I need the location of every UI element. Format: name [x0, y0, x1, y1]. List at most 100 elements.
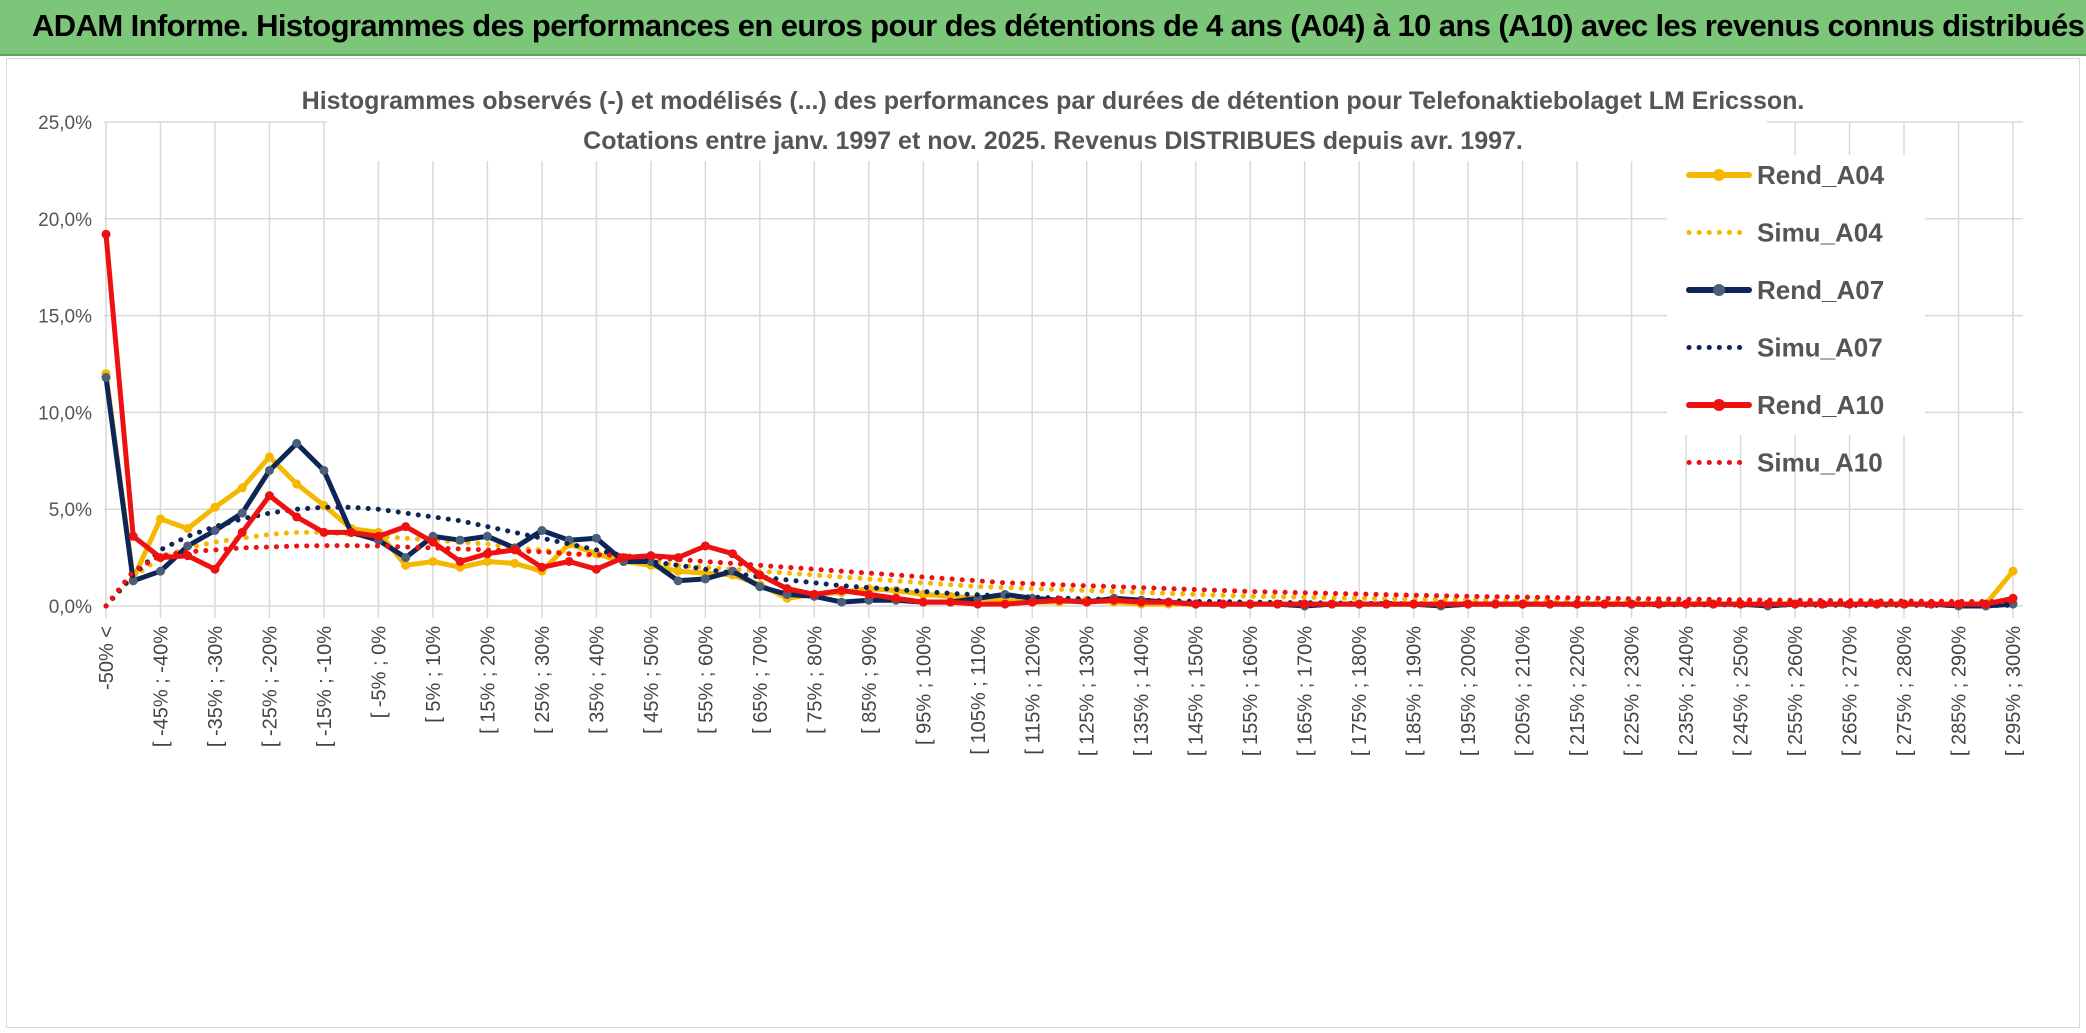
x-tick-label: [ 25% ; 30%: [532, 626, 554, 734]
x-tick-label: [ 95% ; 100%: [913, 626, 935, 745]
point-rend_a10: [210, 564, 220, 574]
y-axis-ticks: 0,0% 5,0% 10,0% 15,0% 20,0% 25,0%: [38, 113, 92, 618]
page-title: ADAM Informe. Histogrammes des performan…: [32, 8, 2085, 43]
x-tick-label: [ -45% ; -40%: [150, 626, 172, 747]
point-rend_a10: [1327, 599, 1337, 609]
x-tick-label: -50% <: [96, 626, 118, 690]
series-lines: [101, 229, 2018, 611]
point-rend_a10: [455, 556, 465, 566]
x-tick-label: [ 215% ; 220%: [1567, 626, 1589, 756]
legend-label: Rend_A10: [1757, 390, 1884, 420]
title-background: [327, 81, 1767, 161]
point-rend_a07: [155, 566, 165, 576]
point-rend_a10: [1545, 599, 1555, 609]
point-rend_a04: [155, 514, 165, 524]
point-rend_a10: [973, 599, 983, 609]
point-rend_a10: [264, 491, 274, 501]
x-tick-label: [ 55% ; 60%: [695, 626, 717, 734]
point-rend_a07: [101, 373, 111, 383]
point-rend_a10: [1109, 595, 1119, 605]
point-rend_a07: [455, 535, 465, 545]
x-tick-label: [ 105% ; 110%: [968, 626, 990, 755]
point-rend_a10: [237, 527, 247, 537]
y-tick-label: 0,0%: [49, 597, 92, 618]
point-rend_a10: [101, 229, 111, 239]
legend-label: Simu_A04: [1757, 218, 1883, 248]
x-tick-label: [ 85% ; 90%: [859, 626, 881, 734]
x-tick-label: [ 65% ; 70%: [750, 626, 772, 734]
point-rend_a10: [864, 589, 874, 599]
point-rend_a10: [1245, 599, 1255, 609]
chart-frame: 0,0% 5,0% 10,0% 15,0% 20,0% 25,0% -50% < [ -45…: [6, 58, 2080, 1028]
point-rend_a10: [946, 597, 956, 607]
point-rend_a10: [1163, 597, 1173, 607]
point-rend_a10: [1272, 599, 1282, 609]
legend-label: Simu_A10: [1757, 448, 1883, 478]
x-tick-label: [ 275% ; 280%: [1894, 626, 1916, 756]
x-tick-label: [ 75% ; 80%: [804, 626, 826, 734]
chart-subtitle: Cotations entre janv. 1997 et nov. 2025.…: [583, 127, 1523, 155]
point-rend_a07: [183, 541, 193, 551]
point-rend_a04: [292, 479, 302, 489]
x-tick-label: [ 45% ; 50%: [641, 626, 663, 734]
point-rend_a10: [1381, 599, 1391, 609]
x-tick-label: [ 155% ; 160%: [1240, 626, 1262, 756]
legend-label: Simu_A07: [1757, 333, 1883, 363]
x-tick-label: [ -5% ; 0%: [368, 626, 390, 718]
point-rend_a07: [319, 465, 329, 475]
point-rend_a07: [673, 576, 683, 586]
point-rend_a10: [128, 531, 138, 541]
point-rend_a04: [510, 558, 520, 568]
point-rend_a04: [673, 566, 683, 576]
point-rend_a07: [700, 574, 710, 584]
legend-marker: [1713, 399, 1725, 411]
x-tick-label: [ 195% ; 200%: [1458, 626, 1480, 756]
point-rend_a10: [891, 593, 901, 603]
x-tick-label: [ -35% ; -30%: [205, 626, 227, 747]
point-rend_a04: [401, 560, 411, 570]
point-rend_a04: [428, 556, 438, 566]
point-rend_a04: [210, 502, 220, 512]
point-rend_a10: [319, 527, 329, 537]
point-rend_a10: [1490, 599, 1500, 609]
point-rend_a10: [1518, 599, 1528, 609]
legend-label: Rend_A04: [1757, 160, 1885, 190]
x-tick-label: [ 285% ; 290%: [1949, 626, 1971, 756]
point-rend_a07: [537, 525, 547, 535]
series-line-simu_a04: [103, 529, 2016, 609]
point-rend_a07: [401, 553, 411, 563]
legend-marker: [1713, 169, 1725, 181]
point-rend_a07: [292, 438, 302, 448]
x-tick-label: [ 115% ; 120%: [1022, 626, 1044, 755]
line-chart: 0,0% 5,0% 10,0% 15,0% 20,0% 25,0% -50% < [ -45…: [38, 81, 2025, 756]
header-bar: ADAM Informe. Histogrammes des performan…: [0, 0, 2086, 56]
point-rend_a10: [564, 556, 574, 566]
x-tick-label: [ 225% ; 230%: [1622, 626, 1644, 756]
point-rend_a07: [755, 582, 765, 592]
point-rend_a10: [1027, 597, 1037, 607]
point-rend_a10: [1654, 599, 1664, 609]
point-rend_a10: [782, 584, 792, 594]
point-rend_a10: [1300, 599, 1310, 609]
x-tick-label: [ 255% ; 260%: [1785, 626, 1807, 756]
point-rend_a10: [728, 549, 738, 559]
point-rend_a04: [264, 452, 274, 462]
point-rend_a10: [1599, 599, 1609, 609]
chart-title: Histogrammes observés (-) et modélisés (…: [302, 87, 1805, 115]
x-axis-ticks: -50% < [ -45% ; -40% [ -35% ; -30% [ -25% ;…: [96, 626, 2025, 756]
point-rend_a10: [292, 512, 302, 522]
point-rend_a10: [428, 537, 438, 547]
point-rend_a10: [1218, 599, 1228, 609]
point-rend_a04: [2008, 566, 2018, 576]
title-band: [327, 81, 1767, 161]
point-rend_a10: [918, 597, 928, 607]
point-rend_a07: [591, 533, 601, 543]
point-rend_a07: [128, 576, 138, 586]
point-rend_a10: [155, 553, 165, 563]
point-rend_a10: [373, 531, 383, 541]
y-tick-label: 15,0%: [38, 307, 92, 328]
x-tick-label: [ 125% ; 130%: [1077, 626, 1099, 756]
point-rend_a04: [183, 524, 193, 534]
series-line-simu_a07: [103, 504, 2016, 609]
x-tick-label: [ 165% ; 170%: [1295, 626, 1317, 756]
